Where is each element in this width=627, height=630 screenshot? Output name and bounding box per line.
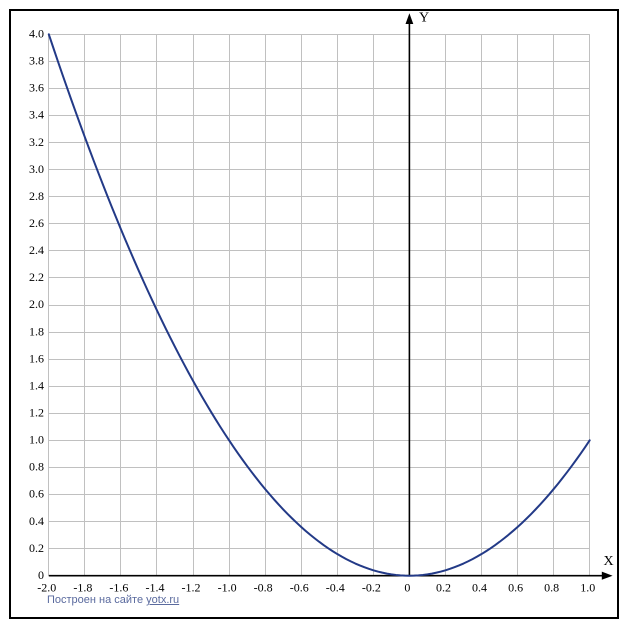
svg-text:-1.8: -1.8 [73,580,92,594]
svg-text:1.6: 1.6 [29,351,44,365]
svg-text:-1.4: -1.4 [145,580,164,594]
svg-text:1.8: 1.8 [29,324,44,338]
svg-text:0.6: 0.6 [29,487,44,501]
svg-text:2.4: 2.4 [29,243,44,257]
svg-text:0.4: 0.4 [29,514,44,528]
svg-text:3.6: 3.6 [29,81,44,95]
svg-text:2.6: 2.6 [29,216,44,230]
svg-text:-1.0: -1.0 [218,580,237,594]
svg-text:2.2: 2.2 [29,270,44,284]
svg-text:Y: Y [419,11,429,26]
svg-text:-1.2: -1.2 [182,580,201,594]
svg-text:0.2: 0.2 [29,541,44,555]
svg-text:0.6: 0.6 [508,580,523,594]
svg-text:2.8: 2.8 [29,189,44,203]
svg-text:3.8: 3.8 [29,54,44,68]
svg-text:-0.8: -0.8 [254,580,273,594]
svg-text:-0.2: -0.2 [362,580,381,594]
svg-text:0: 0 [404,580,410,594]
svg-text:-1.6: -1.6 [109,580,128,594]
svg-text:0.8: 0.8 [544,580,559,594]
svg-text:3.2: 3.2 [29,135,44,149]
svg-text:4.0: 4.0 [29,27,44,41]
svg-text:-0.6: -0.6 [290,580,309,594]
svg-text:0: 0 [38,568,44,582]
svg-text:0.2: 0.2 [436,580,451,594]
svg-text:0.4: 0.4 [472,580,487,594]
svg-text:0.8: 0.8 [29,460,44,474]
svg-text:1.4: 1.4 [29,378,44,392]
svg-text:1.2: 1.2 [29,405,44,419]
svg-text:1.0: 1.0 [580,580,595,594]
svg-text:1.0: 1.0 [29,433,44,447]
svg-text:-0.4: -0.4 [326,580,345,594]
svg-text:X: X [604,554,614,569]
svg-text:3.0: 3.0 [29,162,44,176]
svg-text:3.4: 3.4 [29,108,44,122]
svg-text:-2.0: -2.0 [37,580,56,594]
svg-text:2.0: 2.0 [29,297,44,311]
